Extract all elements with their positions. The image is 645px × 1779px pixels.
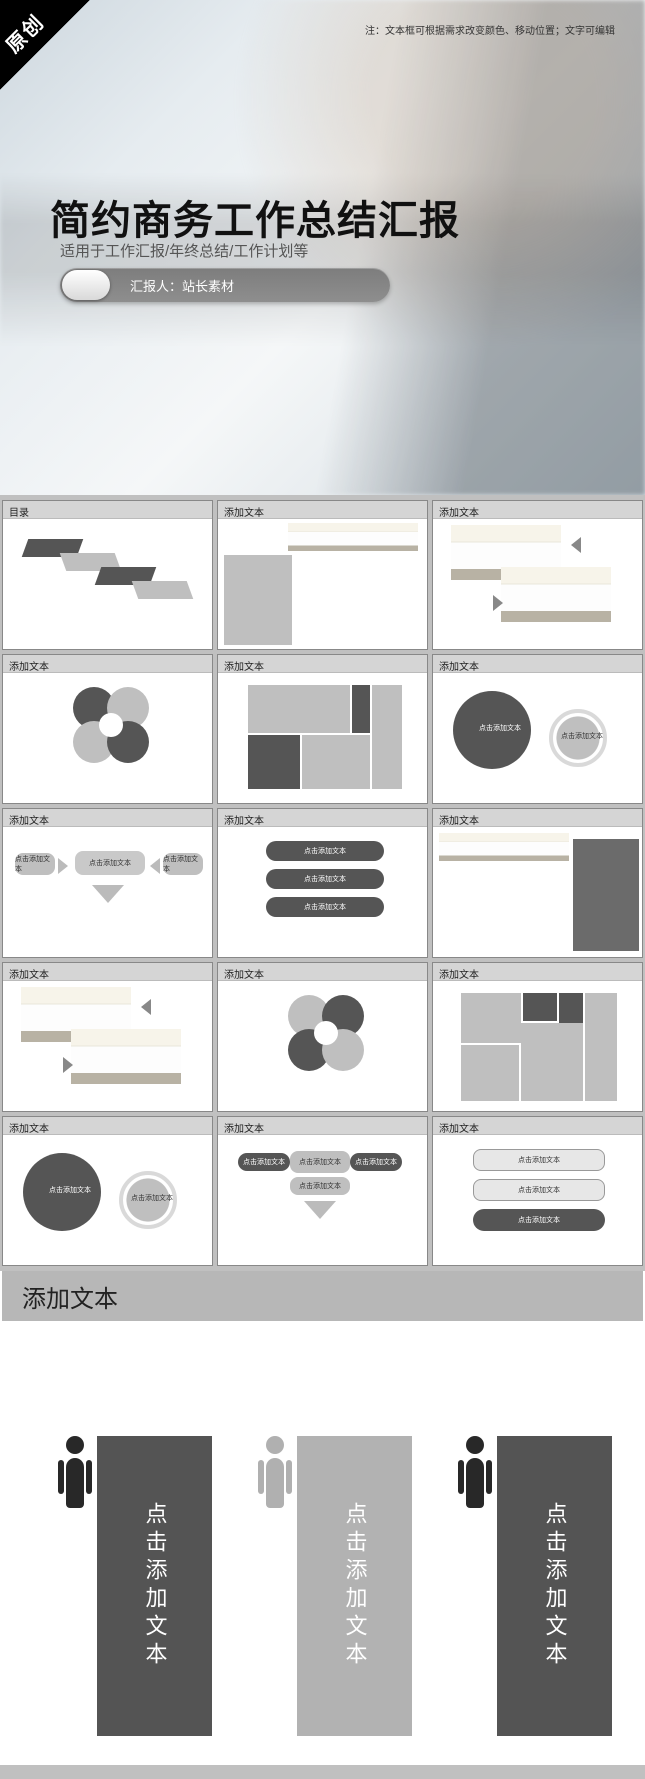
slide-title: 添加文本 [3, 655, 212, 673]
shape-label: 点击添加文本 [561, 731, 603, 741]
feature-col-3: 点击添加文本 [497, 1436, 612, 1736]
badge-text: 原创 [0, 7, 50, 59]
slide-title: 添加文本 [433, 1117, 642, 1135]
page-subtitle: 适用于工作汇报/年终总结/工作计划等 [60, 240, 308, 261]
slide[interactable]: 添加文本 点击添加文本 点击添加文本 [2, 1116, 213, 1266]
page-title: 简约商务工作总结汇报 [50, 188, 460, 246]
feature-col-1: 点击添加文本 [97, 1436, 212, 1736]
feature-title: 添加文本 [2, 1271, 643, 1321]
slide-title: 添加文本 [218, 809, 427, 827]
slide[interactable]: 添加文本 点击添加文本 点击添加文本 点击添加文本 [217, 808, 428, 958]
slide-title: 添加文本 [218, 963, 427, 981]
slide[interactable]: 添加文本 [2, 962, 213, 1112]
slide[interactable]: 添加文本 [217, 500, 428, 650]
slide[interactable]: 添加文本 [432, 962, 643, 1112]
slide-title: 添加文本 [3, 809, 212, 827]
slide[interactable]: 添加文本 点击添加文本 点击添加文本 点击添加文本 [2, 808, 213, 958]
editor-note: 注：文本框可根据需求改变颜色、移动位置；文字可编辑 [365, 22, 615, 37]
presenter-label: 汇报人：站长素材 [130, 276, 234, 295]
presenter-pill: 汇报人：站长素材 [60, 268, 390, 302]
cover-slide: 原创 注：文本框可根据需求改变颜色、移动位置；文字可编辑 简约商务工作总结汇报 … [0, 0, 645, 495]
person-icon [60, 1436, 90, 1508]
slide-title: 添加文本 [433, 809, 642, 827]
featured-slide[interactable]: 添加文本 点击添加文本 点击添加文本 点击添加文本 [2, 1271, 643, 1751]
shape-label: 点击添加文本 [479, 723, 521, 733]
slide[interactable]: 添加文本 [432, 500, 643, 650]
slide[interactable]: 添加文本 点击添加文本 点击添加文本 [432, 654, 643, 804]
feature-col-2: 点击添加文本 [297, 1436, 412, 1736]
slide-title: 添加文本 [218, 501, 427, 519]
slide-title: 添加文本 [3, 963, 212, 981]
slide-title: 添加文本 [433, 655, 642, 673]
slide[interactable]: 添加文本 [217, 962, 428, 1112]
slide-title: 添加文本 [218, 655, 427, 673]
slide-grid: 目录 添加文本 添加文本 添加文本 [0, 495, 645, 1271]
slide[interactable]: 添加文本 [217, 654, 428, 804]
person-icon [460, 1436, 490, 1508]
slide[interactable]: 添加文本 [2, 654, 213, 804]
slide-title: 添加文本 [433, 501, 642, 519]
slide-title: 添加文本 [218, 1117, 427, 1135]
pill-knob [62, 270, 110, 300]
slide[interactable]: 添加文本 点击添加文本 点击添加文本 点击添加文本 [432, 1116, 643, 1266]
slide-title: 目录 [3, 501, 212, 519]
slide-title: 添加文本 [433, 963, 642, 981]
featured-slide-wrap: 添加文本 点击添加文本 点击添加文本 点击添加文本 [0, 1271, 645, 1765]
person-icon [260, 1436, 290, 1508]
slide-toc[interactable]: 目录 [2, 500, 213, 650]
original-badge: 原创 [0, 0, 90, 90]
slide[interactable]: 添加文本 点击添加文本 点击添加文本 点击添加文本 点击添加文本 [217, 1116, 428, 1266]
slide[interactable]: 添加文本 [432, 808, 643, 958]
slide-title: 添加文本 [3, 1117, 212, 1135]
